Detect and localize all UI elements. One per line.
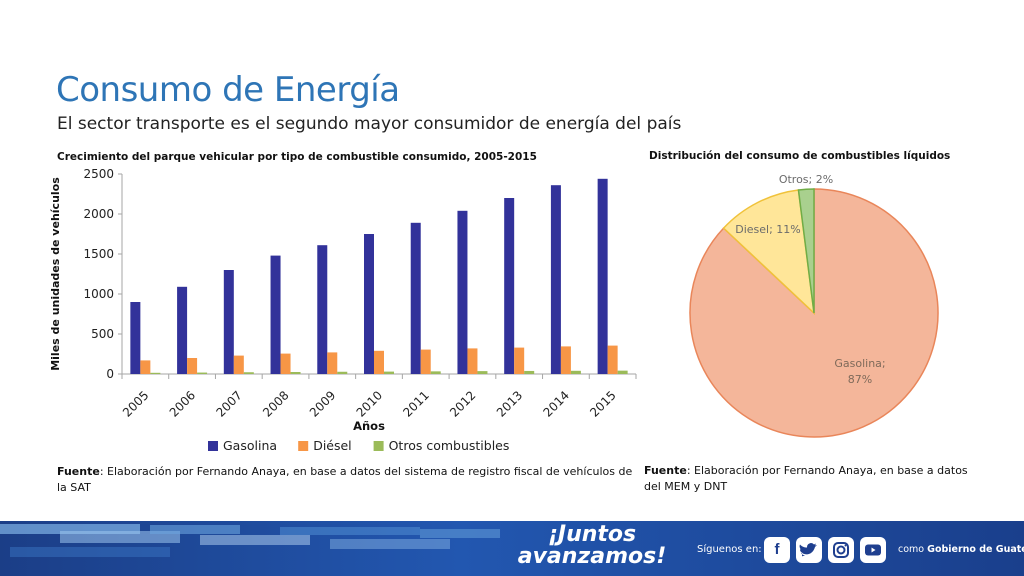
pie-slice-gasolina [689, 188, 939, 438]
bar-diésel [327, 352, 338, 374]
x-tick-label: 2011 [400, 388, 431, 419]
bar-otros-combustibles [570, 370, 581, 374]
facebook-icon[interactable]: f [764, 537, 790, 563]
slide-title: Consumo de Energía [56, 70, 400, 110]
pie-label-otros: Otros; 2% [779, 173, 833, 186]
footnote-right-text: : Elaboración por Fernando Anaya, en bas… [644, 464, 968, 493]
x-tick-label: 2010 [354, 388, 385, 419]
y-tick-label: 0 [106, 367, 114, 381]
bar-diésel [467, 348, 478, 374]
brand-logo: ¡Juntos avanzamos! [512, 524, 672, 568]
brand-line2: avanzamos! [517, 544, 667, 569]
bar-otros-combustibles [150, 372, 161, 374]
x-tick-label: 2012 [447, 388, 478, 419]
bar-otros-combustibles [197, 372, 208, 374]
legend-label: Otros combustibles [389, 438, 510, 453]
legend-swatch [298, 441, 309, 451]
x-tick-label: 2015 [587, 388, 618, 419]
bar-gasolina [317, 245, 328, 374]
pie-label-gasolina: Gasolina; [834, 357, 885, 370]
youtube-icon[interactable] [860, 537, 886, 563]
bar-otros-combustibles [617, 370, 628, 374]
x-tick-label: 2007 [213, 388, 244, 419]
bar-gasolina [223, 270, 234, 374]
como-name: Gobierno de Guatemala [927, 544, 1024, 555]
follow-text: Síguenos en: [697, 544, 762, 555]
pie-chart: Gasolina; 87% Diesel; 11% Otros; 2% [689, 173, 939, 438]
bar-otros-combustibles [243, 372, 254, 374]
y-tick-label: 1500 [83, 247, 114, 261]
y-tick-label: 1000 [83, 287, 114, 301]
bar-gasolina [177, 286, 188, 374]
brand-line1: ¡Juntos [547, 522, 637, 547]
y-tick-label: 2000 [83, 207, 114, 221]
y-axis-title: Miles de unidades de vehículos [49, 177, 62, 371]
x-tick-label: 2006 [167, 388, 198, 419]
bar-diésel [233, 355, 244, 374]
twitter-icon[interactable] [796, 537, 822, 563]
bar-otros-combustibles [290, 372, 301, 374]
bar-diésel [607, 345, 618, 374]
instagram-icon[interactable] [828, 537, 854, 563]
bar-diésel [514, 347, 525, 374]
bar-diésel [420, 349, 431, 374]
bar-gasolina [597, 178, 608, 374]
bar-gasolina [410, 222, 421, 374]
bar-otros-combustibles [384, 371, 394, 374]
bar-diésel [374, 350, 384, 374]
bar-gasolina [364, 234, 374, 374]
x-tick-label: 2014 [541, 388, 572, 419]
bar-diésel [560, 346, 571, 374]
legend-label: Diésel [313, 438, 351, 453]
pie-label-gasolina-pct: 87% [848, 373, 872, 386]
bar-diésel [140, 360, 151, 374]
slide-subtitle: El sector transporte es el segundo mayor… [57, 114, 682, 134]
footnote-left: Fuente: Elaboración por Fernando Anaya, … [57, 464, 637, 496]
pie-chart-title: Distribución del consumo de combustibles… [649, 150, 951, 162]
x-tick-label: 2009 [307, 388, 338, 419]
como-prefix: como [898, 544, 925, 555]
bar-otros-combustibles [337, 371, 348, 374]
bar-chart-title: Crecimiento del parque vehicular por tip… [57, 151, 537, 163]
bar-diésel [280, 353, 291, 374]
bar-gasolina [457, 210, 468, 374]
footnote-left-text: : Elaboración por Fernando Anaya, en bas… [57, 465, 633, 494]
footnote-right-label: Fuente [644, 464, 687, 477]
y-tick-label: 500 [91, 327, 114, 341]
legend-label: Gasolina [223, 438, 277, 453]
bar-gasolina [504, 198, 515, 374]
footnote-right: Fuente: Elaboración por Fernando Anaya, … [644, 463, 984, 495]
x-tick-label: 2005 [120, 388, 151, 419]
y-tick-label: 2500 [83, 167, 114, 181]
footnote-left-label: Fuente [57, 465, 100, 478]
bar-diésel [187, 358, 198, 374]
legend-swatch [373, 441, 384, 451]
bar-gasolina [130, 302, 141, 374]
bar-gasolina [550, 185, 561, 374]
gobierno-text: como Gobierno de Guatemala [898, 544, 1024, 555]
bar-gasolina [270, 255, 281, 374]
pie-slice-otros [797, 188, 815, 314]
pie-slice-diesel [722, 189, 816, 315]
bar-chart: 0 500 1000 1500 2000 2500 2005 2006 2007 2008 2009… [49, 167, 637, 453]
pie-label-diesel: Diesel; 11% [735, 223, 801, 236]
bar-otros-combustibles [477, 371, 488, 374]
x-tick-label: 2013 [494, 388, 525, 419]
legend-swatch [208, 441, 218, 451]
x-tick-label: 2008 [260, 388, 291, 419]
x-axis-title: Años [353, 419, 385, 433]
bar-otros-combustibles [524, 370, 535, 374]
bar-otros-combustibles [430, 371, 441, 374]
